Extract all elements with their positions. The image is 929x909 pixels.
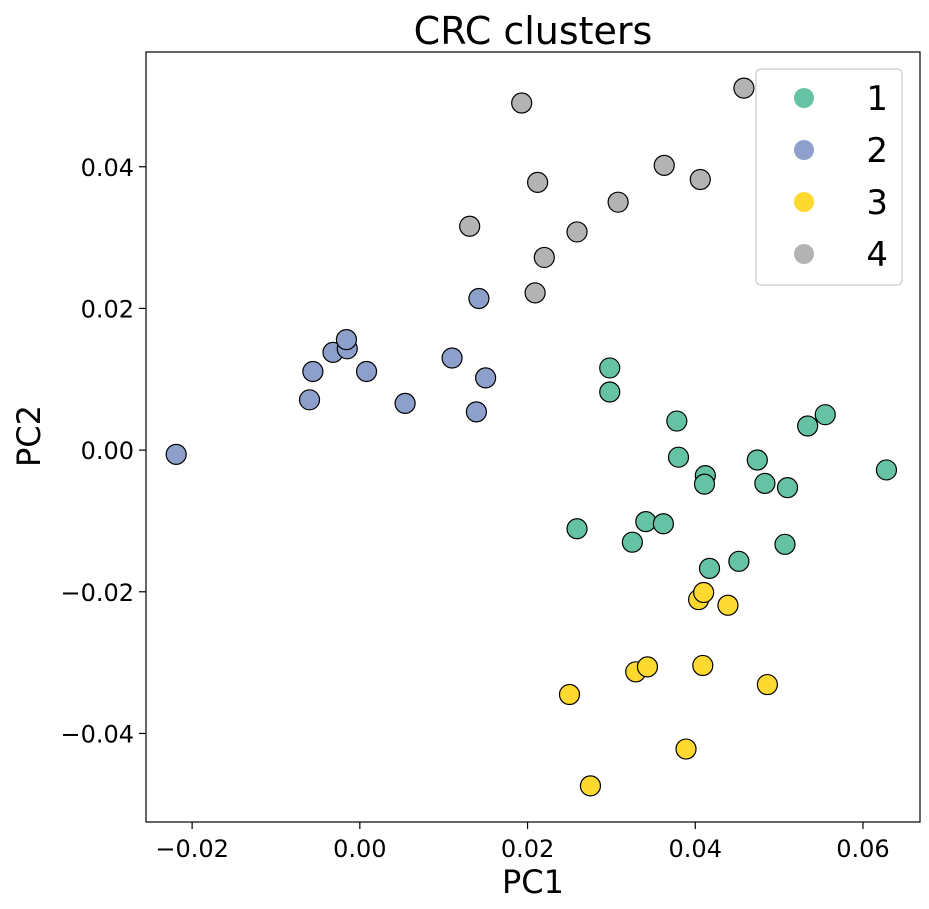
data-point-cluster-1 [746,449,768,471]
data-point-cluster-1 [621,531,643,553]
data-point-cluster-3 [756,673,778,696]
data-point-cluster-2 [355,360,378,383]
legend-marker [794,88,814,108]
data-point-cluster-3 [692,654,714,677]
legend: 1 2 3 4 [755,68,903,286]
data-point-cluster-4 [524,282,546,304]
data-point-cluster-2 [394,392,416,414]
x-tick-label: 0.04 [669,835,722,863]
x-tick-label: 0.02 [501,835,554,863]
plot-frame [145,51,921,823]
data-point-cluster-3 [717,594,739,616]
legend-label: 3 [866,183,888,223]
data-point-cluster-1 [652,513,674,535]
data-point-cluster-1 [666,410,688,432]
x-tick-label: 0.00 [333,835,386,863]
legend-marker [794,192,814,212]
data-point-cluster-4 [527,171,549,193]
data-point-cluster-3 [675,738,697,760]
legend-box [755,68,903,286]
y-axis: −0.04 −0.02 0.00 0.02 0.04 [60,154,146,748]
y-tick-label: −0.04 [60,720,134,748]
data-point-cluster-4 [533,246,555,269]
data-point-cluster-4 [459,215,481,237]
data-point-cluster-3 [558,683,581,706]
data-point-cluster-1 [814,404,836,426]
data-point-cluster-4 [689,168,711,191]
legend-label: 1 [866,79,888,119]
legend-marker [794,244,814,264]
data-point-cluster-1 [693,473,716,495]
legend-label: 4 [866,235,888,275]
legend-marker [794,140,814,160]
data-point-cluster-1 [776,477,799,499]
x-tick-label: −0.02 [155,835,229,863]
data-point-cluster-2 [468,287,490,310]
data-point-cluster-1 [599,357,621,379]
data-point-cluster-3 [579,775,602,797]
data-point-cluster-2 [335,328,358,351]
data-point-cluster-2 [475,367,497,389]
data-point-cluster-4 [607,191,629,213]
data-point-cluster-2 [298,389,321,411]
data-point-cluster-1 [875,459,898,481]
data-point-cluster-4 [653,154,675,176]
data-point-cluster-4 [733,77,755,99]
data-point-cluster-1 [728,550,750,572]
y-tick-label: 0.00 [81,437,134,465]
data-point-cluster-1 [774,533,796,555]
points-layer [165,77,898,797]
data-point-cluster-3 [636,656,659,678]
x-axis-label: PC1 [502,863,564,901]
data-point-cluster-2 [302,360,324,383]
y-axis-label: PC2 [10,405,48,467]
data-point-cluster-4 [566,221,588,243]
data-point-cluster-1 [797,415,819,437]
x-tick-label: 0.06 [836,835,889,863]
data-point-cluster-1 [599,381,621,403]
legend-label: 2 [866,131,888,171]
data-point-cluster-2 [441,347,463,369]
y-tick-label: −0.02 [60,579,134,607]
chart-title: CRC clusters [414,9,653,53]
data-point-cluster-1 [754,472,776,494]
data-point-cluster-1 [635,511,657,533]
y-tick-label: 0.02 [81,295,134,323]
data-point-cluster-1 [667,446,690,468]
data-point-cluster-2 [465,401,487,423]
data-point-cluster-4 [511,92,533,114]
data-point-cluster-1 [566,518,588,540]
data-point-cluster-3 [693,581,715,604]
data-point-cluster-2 [165,443,187,465]
data-point-cluster-1 [698,557,721,580]
y-tick-label: 0.04 [81,154,134,182]
x-axis: −0.02 0.00 0.02 0.04 0.06 [155,822,890,863]
